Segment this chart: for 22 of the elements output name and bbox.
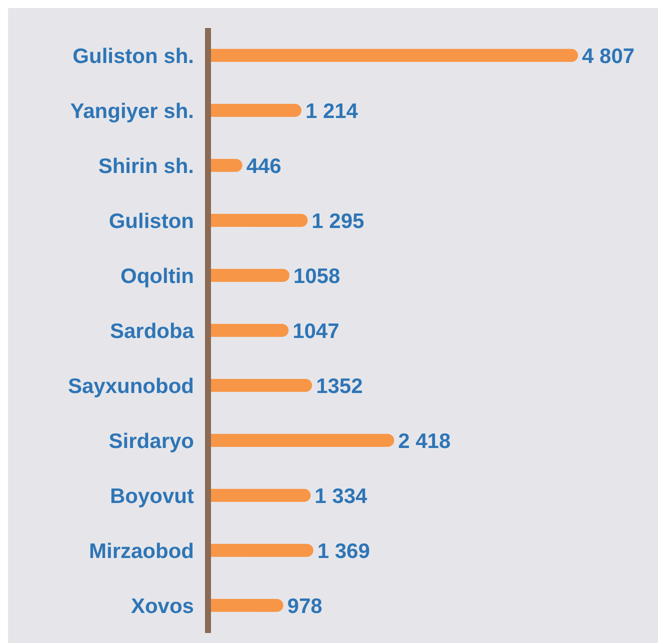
y-tick-label: Xovos xyxy=(130,594,194,618)
data-label: 2 418 xyxy=(398,430,451,453)
y-tick-label: Oqoltin xyxy=(120,264,194,288)
y-tick-label: Sardoba xyxy=(110,320,194,343)
y-tick-label: Sayxunobod xyxy=(68,374,194,398)
data-label: 4 807 xyxy=(582,44,635,68)
y-tick-label: Sirdaryo xyxy=(108,430,194,453)
data-label: 1 214 xyxy=(305,100,358,123)
y-tick-label: Guliston sh. xyxy=(72,44,194,68)
data-label: 1 334 xyxy=(314,484,368,508)
data-label: 1047 xyxy=(292,320,340,343)
y-tick-label: Yangiyer sh. xyxy=(70,100,194,123)
y-tick-label: Shirin sh. xyxy=(98,154,194,178)
data-label: 1058 xyxy=(293,264,340,288)
data-label: 1352 xyxy=(316,374,363,398)
data-label: 978 xyxy=(287,594,323,618)
y-tick-label: Guliston xyxy=(108,210,194,233)
data-label: 1 295 xyxy=(312,210,365,233)
data-label: 1 369 xyxy=(317,540,370,563)
y-tick-label: Mirzaobod xyxy=(89,540,194,563)
data-label: 446 xyxy=(246,154,282,178)
y-tick-label: Boyovut xyxy=(110,484,194,508)
